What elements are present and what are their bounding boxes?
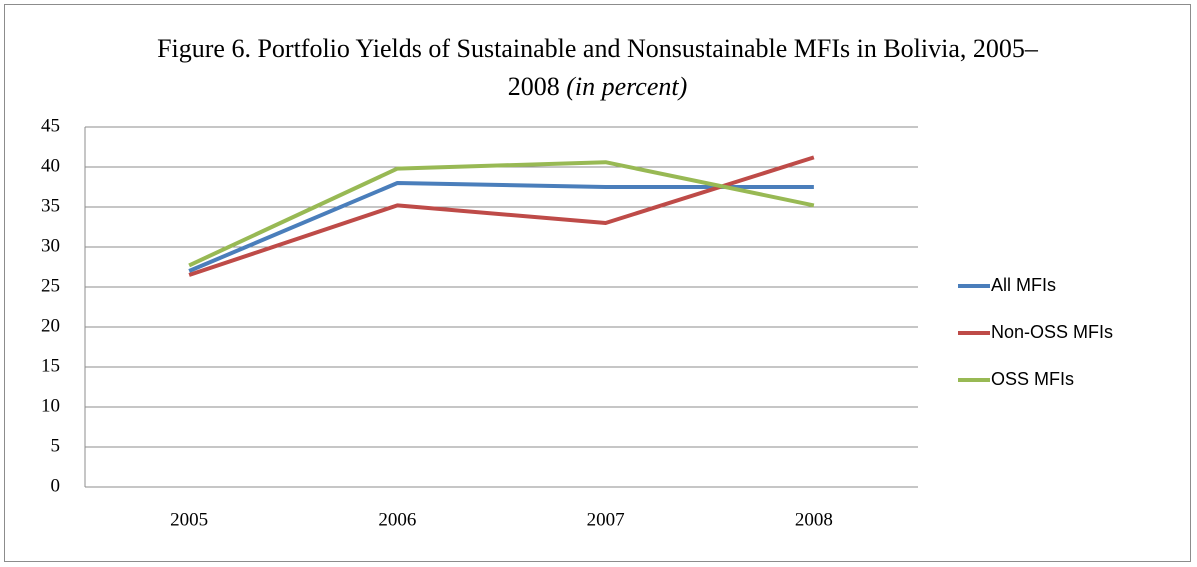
y-tick-label: 20 [41, 315, 60, 336]
chart-title: Figure 6. Portfolio Yields of Sustainabl… [157, 34, 1038, 101]
y-tick-label: 35 [41, 195, 60, 216]
series-line [188, 155, 815, 277]
y-tick-label: 10 [41, 395, 60, 416]
y-tick-label: 5 [51, 435, 61, 456]
x-tick-label: 2008 [795, 509, 833, 530]
title-note: (in percent) [566, 72, 688, 101]
chart-title-block: Figure 6. Portfolio Yields of Sustainabl… [140, 30, 1055, 106]
x-tick-label: 2006 [378, 509, 416, 530]
x-tick-label: 2007 [587, 509, 625, 530]
series-line [188, 181, 814, 273]
legend-label: OSS MFIs [991, 369, 1074, 389]
y-tick-label: 0 [51, 475, 61, 496]
y-tick-label: 45 [41, 115, 60, 136]
x-tick-label: 2005 [170, 509, 208, 530]
y-tick-label: 40 [41, 155, 60, 176]
y-tick-label: 30 [41, 235, 60, 256]
legend-label: Non-OSS MFIs [991, 322, 1113, 342]
y-tick-label: 25 [41, 275, 60, 296]
legend-label: All MFIs [991, 275, 1056, 295]
series-line [188, 160, 815, 268]
y-tick-label: 15 [41, 355, 60, 376]
chart-frame [4, 4, 1191, 562]
